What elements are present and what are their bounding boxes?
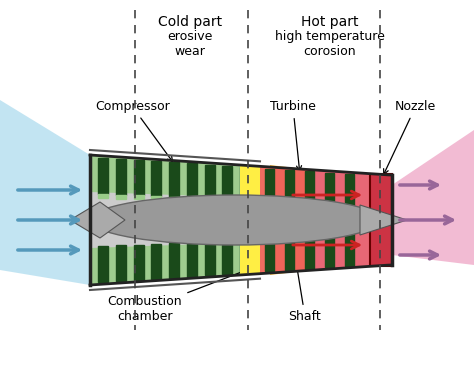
- Polygon shape: [205, 242, 215, 275]
- Polygon shape: [240, 167, 250, 199]
- Polygon shape: [222, 166, 232, 198]
- Text: Hot part: Hot part: [301, 15, 359, 29]
- Polygon shape: [305, 171, 314, 204]
- Text: Turbine: Turbine: [270, 100, 316, 171]
- Polygon shape: [134, 244, 144, 280]
- Text: Shaft: Shaft: [289, 229, 321, 323]
- Polygon shape: [151, 161, 161, 196]
- Polygon shape: [240, 165, 310, 212]
- Polygon shape: [370, 174, 392, 266]
- Polygon shape: [260, 230, 370, 274]
- Polygon shape: [222, 241, 232, 274]
- Ellipse shape: [90, 195, 380, 245]
- Polygon shape: [0, 100, 90, 285]
- Polygon shape: [90, 155, 390, 285]
- Polygon shape: [305, 236, 314, 269]
- Polygon shape: [270, 165, 310, 212]
- Polygon shape: [265, 242, 274, 271]
- Polygon shape: [325, 173, 334, 207]
- Polygon shape: [187, 243, 197, 276]
- Polygon shape: [70, 202, 125, 238]
- Polygon shape: [187, 197, 197, 201]
- Text: high temperature
corosion: high temperature corosion: [275, 30, 385, 58]
- Polygon shape: [345, 174, 354, 210]
- Polygon shape: [169, 197, 179, 201]
- Polygon shape: [90, 155, 260, 198]
- Text: Compressor: Compressor: [95, 100, 173, 162]
- Polygon shape: [325, 233, 334, 267]
- Polygon shape: [116, 195, 126, 198]
- Polygon shape: [169, 243, 179, 278]
- Polygon shape: [285, 239, 294, 270]
- Polygon shape: [240, 199, 250, 203]
- Polygon shape: [265, 169, 274, 198]
- Polygon shape: [187, 164, 197, 197]
- Polygon shape: [169, 162, 179, 197]
- Polygon shape: [205, 165, 215, 198]
- Polygon shape: [116, 159, 126, 195]
- Polygon shape: [90, 242, 260, 285]
- Polygon shape: [240, 228, 310, 275]
- Polygon shape: [260, 166, 370, 210]
- Polygon shape: [345, 230, 354, 266]
- Polygon shape: [134, 196, 144, 199]
- Polygon shape: [392, 130, 474, 265]
- Polygon shape: [270, 228, 310, 275]
- Text: erosive
wear: erosive wear: [167, 30, 213, 58]
- Polygon shape: [360, 205, 407, 235]
- Polygon shape: [134, 160, 144, 196]
- Polygon shape: [240, 241, 250, 273]
- Polygon shape: [98, 194, 108, 198]
- Text: Cold part: Cold part: [158, 15, 222, 29]
- Polygon shape: [222, 198, 232, 203]
- Polygon shape: [285, 170, 294, 201]
- Polygon shape: [116, 245, 126, 281]
- Polygon shape: [205, 198, 215, 202]
- Polygon shape: [151, 244, 161, 279]
- Polygon shape: [98, 158, 108, 194]
- Polygon shape: [151, 196, 161, 200]
- Polygon shape: [98, 246, 108, 282]
- Text: Combustion
chamber: Combustion chamber: [108, 269, 248, 323]
- Text: Nozzle: Nozzle: [383, 100, 436, 174]
